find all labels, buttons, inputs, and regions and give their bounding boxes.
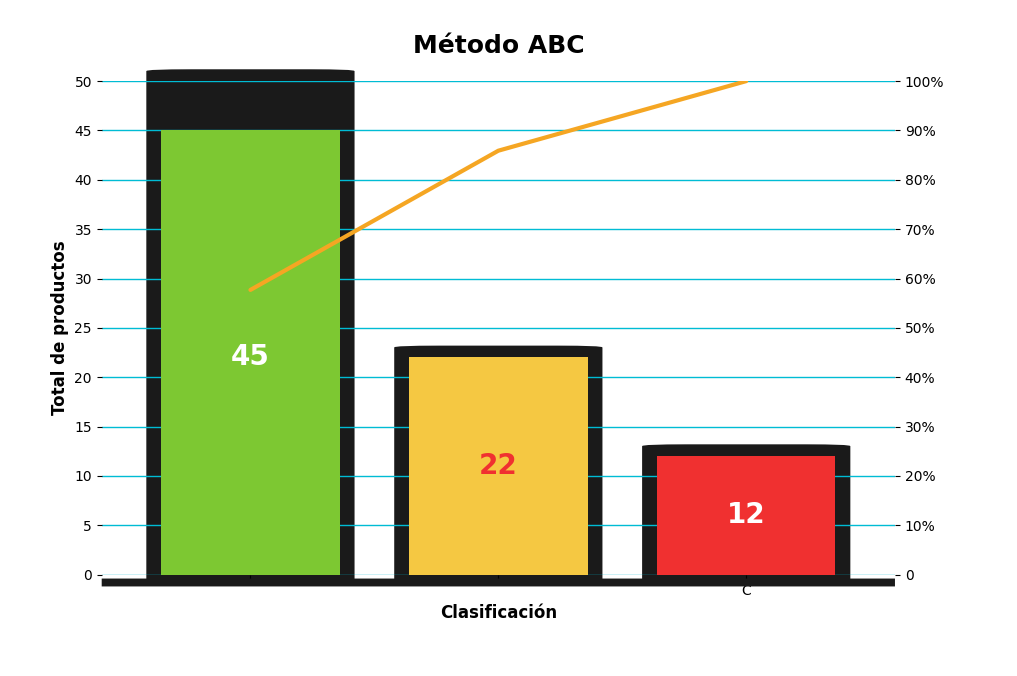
FancyBboxPatch shape — [146, 69, 355, 583]
Y-axis label: Total de productos: Total de productos — [51, 241, 69, 415]
Bar — [657, 456, 836, 575]
Text: 45: 45 — [231, 343, 270, 372]
Bar — [409, 358, 588, 575]
Title: Método ABC: Método ABC — [413, 34, 584, 58]
Text: 12: 12 — [727, 502, 766, 529]
FancyBboxPatch shape — [102, 579, 895, 587]
Text: 22: 22 — [479, 452, 518, 480]
Bar — [161, 130, 340, 575]
FancyBboxPatch shape — [642, 444, 850, 583]
X-axis label: Clasificación: Clasificación — [439, 604, 557, 622]
FancyBboxPatch shape — [395, 345, 602, 583]
